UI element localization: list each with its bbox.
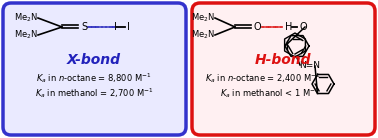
Text: O: O <box>299 22 307 32</box>
FancyBboxPatch shape <box>3 3 186 135</box>
Text: I: I <box>113 22 116 32</box>
Text: Me$_2$N: Me$_2$N <box>191 29 215 41</box>
Text: H: H <box>285 22 292 32</box>
Text: X-bond: X-bond <box>67 53 121 67</box>
Text: $K_a$ in $n$-octane = 8,800 M$^{-1}$: $K_a$ in $n$-octane = 8,800 M$^{-1}$ <box>36 71 152 85</box>
Text: $K_a$ in $n$-octane = 2,400 M$^{-1}$: $K_a$ in $n$-octane = 2,400 M$^{-1}$ <box>205 71 321 85</box>
Text: Me$_2$N: Me$_2$N <box>191 12 215 24</box>
FancyBboxPatch shape <box>192 3 375 135</box>
Text: Me$_2$N: Me$_2$N <box>14 29 38 41</box>
Text: S: S <box>81 22 87 32</box>
Text: O: O <box>254 22 262 32</box>
Text: N=N: N=N <box>299 62 320 71</box>
Text: $K_a$ in methanol = 2,700 M$^{-1}$: $K_a$ in methanol = 2,700 M$^{-1}$ <box>35 86 153 100</box>
Text: H-bond: H-bond <box>255 53 311 67</box>
Text: Me$_2$N: Me$_2$N <box>14 12 38 24</box>
Text: I: I <box>127 22 130 32</box>
Text: $K_a$ in methanol < 1 M$^{-1}$: $K_a$ in methanol < 1 M$^{-1}$ <box>220 86 320 100</box>
